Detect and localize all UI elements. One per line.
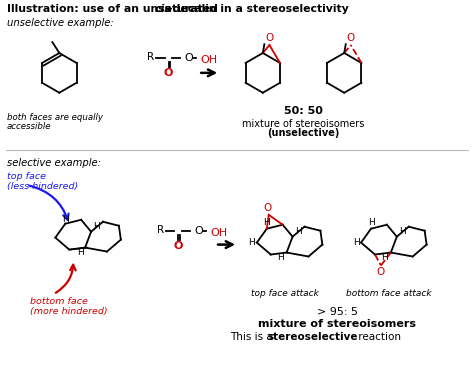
Text: 50: 50: 50: 50 <box>284 106 323 116</box>
Text: selective example:: selective example: <box>7 158 100 168</box>
Text: both faces are equally: both faces are equally <box>7 113 103 122</box>
Text: H: H <box>264 218 270 227</box>
Text: (unselective): (unselective) <box>267 128 340 138</box>
Text: O: O <box>184 53 193 63</box>
Text: mixture of stereoisomers: mixture of stereoisomers <box>258 319 416 329</box>
Text: bottom face: bottom face <box>29 297 87 306</box>
Text: H: H <box>295 227 302 236</box>
Text: O: O <box>265 33 273 43</box>
Text: H: H <box>248 238 255 247</box>
Text: O: O <box>346 33 355 43</box>
Text: reaction: reaction <box>355 332 401 342</box>
Text: O: O <box>194 226 203 236</box>
Text: top face: top face <box>7 172 46 181</box>
Text: H: H <box>368 218 374 227</box>
Text: O: O <box>377 268 385 277</box>
Text: top face attack: top face attack <box>251 289 319 298</box>
Text: > 95: 5: > 95: 5 <box>317 307 358 317</box>
Text: (less hindered): (less hindered) <box>7 182 78 191</box>
Text: H: H <box>400 227 406 236</box>
Text: -decalin in a stereoselectivity: -decalin in a stereoselectivity <box>168 5 349 14</box>
Text: H: H <box>92 222 100 231</box>
Text: OH: OH <box>201 55 218 65</box>
Text: H: H <box>62 215 69 224</box>
Text: OH: OH <box>210 228 228 238</box>
Text: O: O <box>164 68 173 78</box>
Text: unselective example:: unselective example: <box>7 18 113 28</box>
Text: (more hindered): (more hindered) <box>29 307 107 316</box>
Text: O: O <box>174 241 183 251</box>
Text: O: O <box>264 203 272 213</box>
Text: This is a: This is a <box>230 332 276 342</box>
Text: R: R <box>147 52 154 62</box>
Text: R: R <box>157 225 164 235</box>
Text: H: H <box>382 253 388 262</box>
Text: cis: cis <box>155 5 172 14</box>
Text: H: H <box>277 253 284 262</box>
Text: H: H <box>77 248 83 257</box>
Text: H: H <box>353 238 359 247</box>
Text: bottom face attack: bottom face attack <box>346 289 432 298</box>
Text: Illustration: use of an unsaturated: Illustration: use of an unsaturated <box>7 5 221 14</box>
Text: mixture of stereoisomers: mixture of stereoisomers <box>242 119 365 128</box>
Text: accessible: accessible <box>7 122 51 132</box>
Text: stereoselective: stereoselective <box>268 332 358 342</box>
